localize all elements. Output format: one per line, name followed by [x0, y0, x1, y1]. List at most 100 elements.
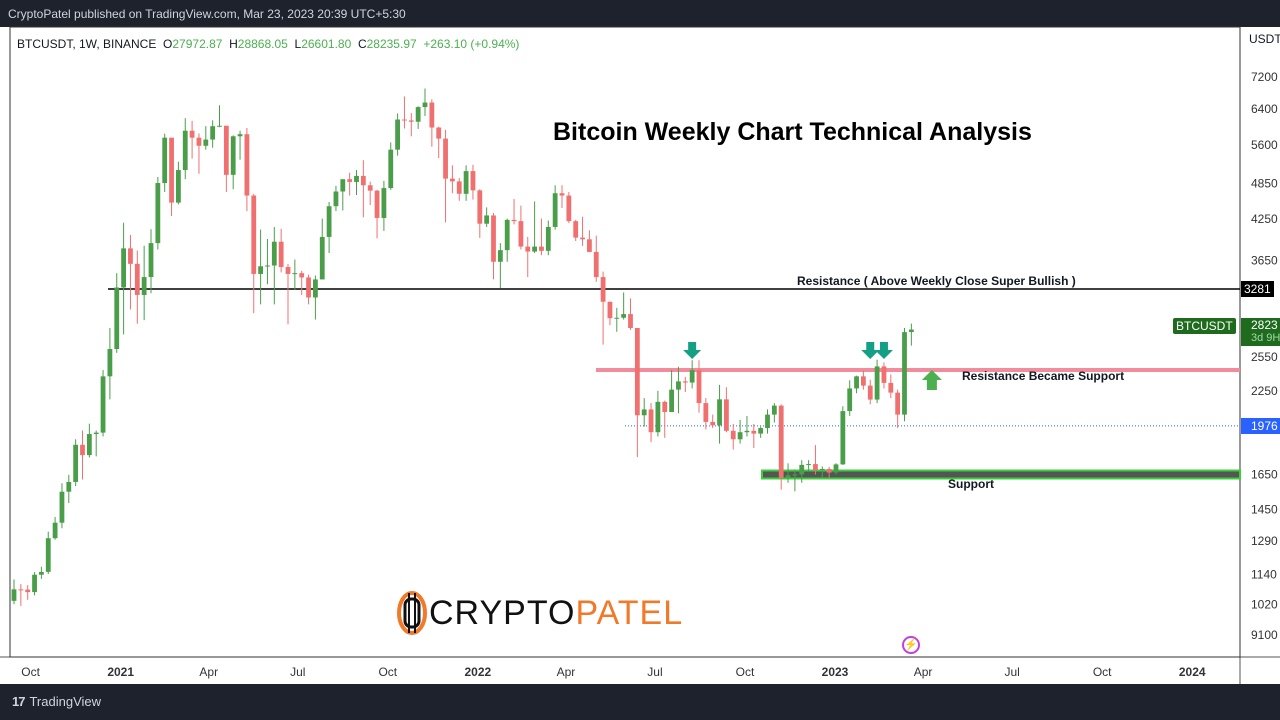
candle-down — [429, 102, 435, 128]
candle-up — [771, 405, 777, 415]
candle-down — [628, 314, 633, 328]
candle-up — [141, 277, 147, 295]
candle-up — [52, 522, 58, 539]
candle-up — [532, 246, 537, 252]
candle-up — [874, 366, 880, 400]
candle-up — [614, 317, 620, 319]
last-price-label: 2823 — [1251, 318, 1278, 332]
candle-down — [648, 409, 654, 433]
candle-down — [518, 221, 524, 247]
candle-down — [25, 589, 31, 593]
y-tick-label: 4250 — [1251, 212, 1278, 226]
candle-down — [134, 263, 140, 295]
candle-up — [504, 219, 510, 251]
support-zone — [761, 469, 1241, 480]
candle-up — [484, 215, 490, 224]
candle-down — [244, 134, 250, 196]
candle-down — [470, 171, 476, 191]
x-tick-label: Jul — [647, 665, 662, 679]
candle-up — [340, 179, 346, 192]
candle-down — [128, 248, 133, 264]
tradingview-logo-icon: 17 — [12, 694, 26, 709]
x-tick-label: Oct — [736, 665, 755, 679]
low-value: 26601.80 — [301, 37, 352, 51]
candle-up — [854, 376, 859, 389]
candle-down — [634, 327, 640, 416]
y-tick-label: 4850 — [1251, 177, 1278, 191]
candle-up — [59, 491, 65, 523]
candle-down — [730, 430, 736, 440]
y-tick-label: 9100 — [1251, 628, 1278, 642]
tradingview-label: TradingView — [29, 694, 102, 709]
candle-up — [93, 432, 99, 435]
tradingview-brand[interactable]: 17 TradingView — [12, 694, 101, 709]
candle-down — [724, 399, 729, 431]
candle-up — [545, 226, 551, 251]
x-tick-label: 2021 — [107, 665, 134, 679]
candle-up — [641, 409, 647, 416]
candle-up — [265, 265, 270, 267]
candle-down — [477, 190, 483, 224]
candle-up — [840, 411, 846, 465]
low-label: L — [294, 37, 302, 51]
y-tick-label: 5600 — [1251, 138, 1278, 152]
currency-label: USDT — [1249, 32, 1280, 46]
candle-down — [696, 370, 702, 404]
lightning-icon[interactable]: ⚡ — [902, 636, 920, 654]
x-tick-label: 2024 — [1179, 665, 1206, 679]
candle-down — [881, 366, 887, 383]
candle-up — [86, 434, 92, 456]
resistance-price-label: 3281 — [1241, 281, 1274, 297]
candle-up — [676, 381, 681, 390]
candle-up — [271, 241, 277, 266]
candle-up — [45, 538, 51, 572]
candle-down — [306, 277, 311, 298]
candle-up — [463, 171, 469, 194]
open-label: O — [163, 37, 173, 51]
candle-down — [408, 120, 414, 122]
candle-up — [758, 428, 764, 434]
candle-up — [258, 266, 263, 274]
candle-down — [347, 179, 353, 182]
candle-down — [443, 138, 448, 179]
candle-down — [80, 444, 85, 456]
support-annotation: Support — [948, 477, 994, 491]
y-tick-label: 2550 — [1251, 350, 1278, 364]
y-tick-label: 1650 — [1251, 467, 1278, 481]
resistance-annotation: Resistance ( Above Weekly Close Super Bu… — [797, 274, 1076, 288]
candle-down — [710, 421, 716, 426]
candle-up — [292, 273, 298, 275]
candle-up — [107, 349, 113, 377]
candle-down — [580, 237, 585, 240]
x-tick-label: Apr — [914, 665, 933, 679]
arrow-up-icon — [921, 370, 942, 390]
candle-up — [319, 236, 325, 280]
candle-up — [902, 332, 907, 415]
y-tick-label: 1290 — [1251, 534, 1278, 548]
y-tick-label: 2250 — [1251, 384, 1278, 398]
candle-down — [278, 241, 284, 268]
open-value: 27972.87 — [172, 37, 223, 51]
candle-down — [566, 195, 572, 222]
publish-line: CryptoPatel published on TradingView.com… — [8, 7, 406, 21]
candle-down — [196, 137, 202, 146]
candle-down — [593, 251, 599, 278]
arrow-down-icon — [861, 342, 880, 359]
high-value: 28868.05 — [237, 37, 288, 51]
candle-down — [436, 127, 442, 139]
candle-up — [792, 474, 798, 476]
candle-down — [402, 119, 407, 121]
candle-down — [662, 401, 668, 413]
last-price-box: 2823 3d 9H — [1241, 318, 1280, 346]
candle-up — [395, 119, 400, 150]
candle-down — [600, 277, 606, 302]
candle-down — [682, 381, 688, 383]
candle-up — [354, 175, 359, 182]
flip-annotation: Resistance Became Support — [962, 369, 1125, 383]
candle-up — [121, 248, 126, 288]
candle-down — [367, 185, 373, 191]
dotted-price-label: 1976 — [1241, 418, 1280, 434]
y-tick-label: 1140 — [1251, 567, 1277, 581]
plot-border — [9, 26, 1241, 658]
